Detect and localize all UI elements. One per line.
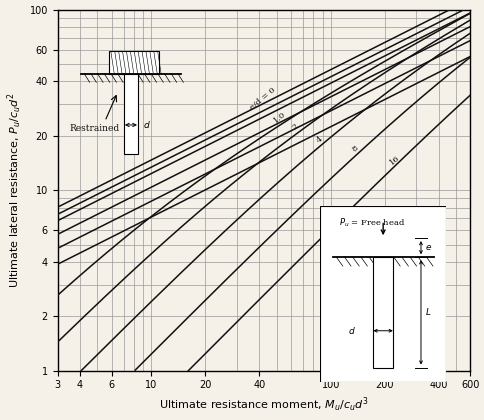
Bar [124,74,137,155]
Text: 8: 8 [350,144,360,154]
Text: 16: 16 [388,153,401,166]
Text: $L$: $L$ [424,306,430,317]
Text: 4: 4 [315,134,324,144]
Text: 1.0: 1.0 [272,110,287,124]
Y-axis label: Ultimate lateral resistance, $P_u/c_u d^2$: Ultimate lateral resistance, $P_u/c_u d^… [5,92,24,288]
Text: Restrained: Restrained [70,124,120,133]
X-axis label: Ultimate resistance moment, $M_u/c_u d^3$: Ultimate resistance moment, $M_u/c_u d^3… [159,396,368,415]
Bar [372,257,393,368]
Text: $d$: $d$ [347,325,355,336]
Text: $P_u$ = Free head: $P_u$ = Free head [338,216,404,228]
Text: $d$: $d$ [143,119,151,131]
Text: e/d = 0: e/d = 0 [248,86,277,112]
Bar [108,51,159,74]
Text: $e$: $e$ [424,243,431,252]
Text: 2: 2 [290,122,300,132]
